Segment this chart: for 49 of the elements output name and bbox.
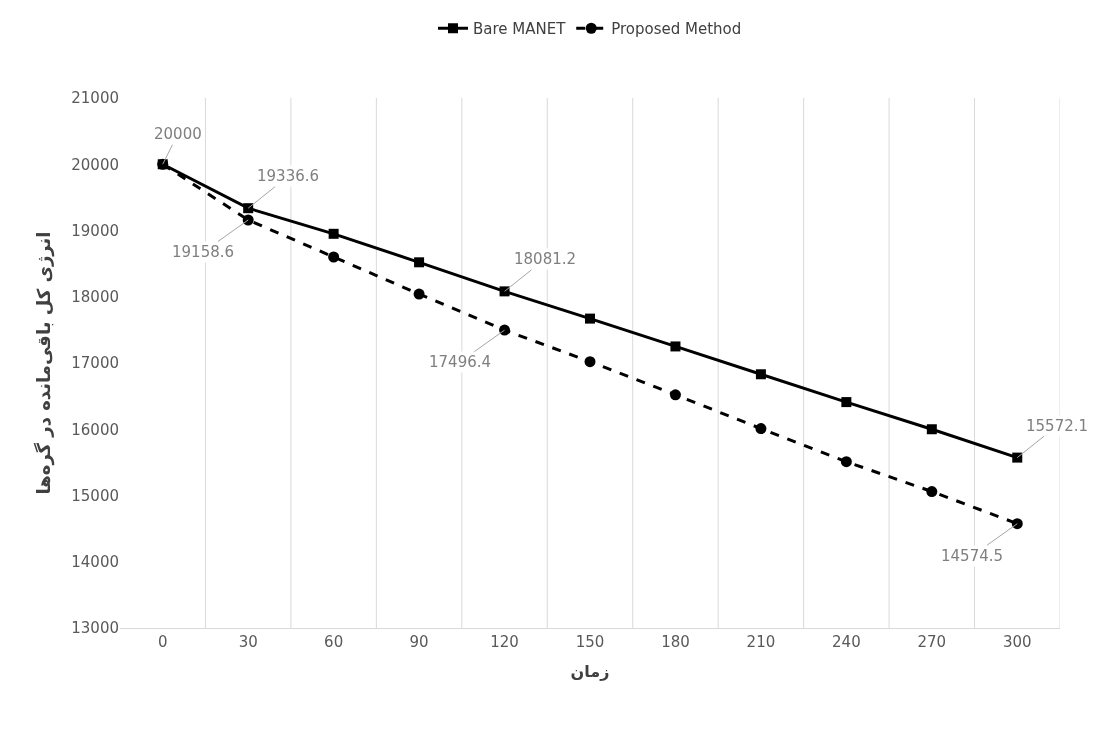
- y-tick-label: 13000: [71, 619, 119, 638]
- point: [414, 257, 425, 268]
- y-axis-title: انرژی کل باقی‌مانده در گره‌ها: [33, 231, 56, 495]
- data-label: 20000: [154, 125, 202, 143]
- y-tick-label: 18000: [71, 288, 119, 306]
- point: [755, 423, 767, 435]
- y-tick-label: 17000: [71, 354, 119, 373]
- data-label: 19336.6: [257, 167, 320, 185]
- point: [243, 203, 254, 214]
- point: [413, 288, 425, 300]
- point: [499, 286, 510, 297]
- data-label: 14574.5: [941, 547, 1004, 565]
- data-label: 15572.1: [1026, 417, 1089, 435]
- x-tick-label: 60: [324, 633, 344, 651]
- x-tick-label: 90: [409, 633, 429, 651]
- point: [926, 486, 938, 498]
- y-tick-label: 16000: [71, 420, 119, 439]
- x-tick-label: 30: [238, 633, 258, 651]
- y-tick-label: 21000: [71, 89, 119, 108]
- point: [584, 356, 596, 368]
- x-tick-label: 210: [746, 633, 776, 651]
- point: [755, 369, 766, 380]
- y-tick-label: 14000: [71, 553, 119, 571]
- point: [669, 389, 681, 401]
- x-tick-label: 0: [157, 633, 168, 651]
- point: [1012, 452, 1023, 463]
- x-tick-label: 150: [575, 633, 605, 651]
- point: [670, 341, 681, 352]
- x-tick-label: 120: [490, 633, 519, 651]
- x-tick-label: 300: [1002, 633, 1032, 651]
- point: [585, 313, 595, 324]
- point: [840, 456, 852, 468]
- legend-label: Bare MANET: [473, 20, 567, 39]
- data-label: 19158.6: [172, 243, 235, 261]
- x-tick-label: 240: [832, 633, 861, 651]
- point: [841, 397, 852, 408]
- point: [1011, 518, 1023, 530]
- data-label: 18081.2: [514, 250, 577, 268]
- y-tick-label: 19000: [71, 221, 119, 240]
- x-tick-label: 270: [917, 633, 947, 651]
- data-label: 17496.4: [429, 353, 492, 371]
- y-tick-label: 15000: [71, 486, 119, 505]
- y-tick-label: 20000: [71, 155, 119, 174]
- legend-label: Proposed Method: [611, 20, 742, 39]
- x-axis-title: زمان: [570, 661, 610, 681]
- point: [926, 424, 937, 435]
- point: [328, 228, 339, 239]
- x-tick-label: 180: [661, 633, 690, 651]
- point: [328, 251, 340, 263]
